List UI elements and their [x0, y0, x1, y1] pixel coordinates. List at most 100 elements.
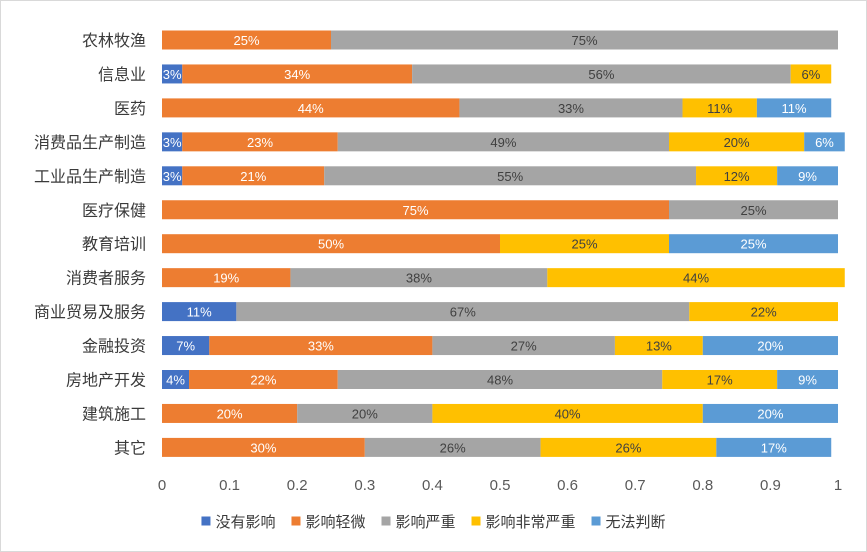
bar-segment — [337, 132, 669, 152]
bar-segment — [696, 166, 778, 186]
category-labels: 农林牧渔信息业医药消费品生产制造工业品生产制造医疗保健教育培训消费者服务商业贸易… — [34, 31, 146, 457]
data-label: 56% — [588, 67, 614, 82]
bar-segment — [162, 302, 237, 322]
data-label: 3% — [163, 135, 182, 150]
legend-label: 没有影响 — [215, 513, 275, 531]
data-label: 20% — [757, 406, 783, 421]
bar-segment — [162, 30, 331, 50]
bar-segment — [162, 166, 183, 186]
data-label: 20% — [757, 339, 783, 354]
bar-segment — [790, 64, 832, 84]
bar-segment — [540, 437, 717, 457]
data-label: 9% — [798, 169, 817, 184]
legend-item: 影响轻微 — [291, 513, 365, 531]
bar-segment — [162, 336, 210, 356]
data-label: 11% — [187, 305, 212, 320]
bar-segment — [162, 98, 460, 118]
bar-segment — [162, 370, 190, 389]
bar-segment — [182, 166, 325, 186]
data-label: 9% — [798, 373, 817, 388]
data-label: 25% — [571, 237, 597, 252]
data-label: 33% — [558, 101, 584, 116]
data-label: 12% — [724, 169, 750, 184]
x-tick-label: 0.4 — [422, 477, 443, 494]
category-label: 建筑施工 — [82, 404, 146, 423]
data-label: 20% — [352, 406, 378, 421]
bar-segment — [432, 336, 615, 356]
data-label: 67% — [450, 305, 476, 320]
bar-segment — [290, 268, 548, 288]
bar-segment — [669, 234, 838, 254]
legend-item: 没有影响 — [201, 513, 275, 531]
bar-segment — [236, 302, 690, 322]
category-label: 医药 — [114, 99, 146, 118]
category-label: 消费者服务 — [66, 269, 146, 288]
bar-segment — [182, 64, 413, 84]
legend-item: 影响非常严重 — [471, 513, 576, 531]
data-label: 30% — [250, 440, 276, 455]
bar-segment — [662, 370, 778, 389]
data-label: 11% — [707, 101, 732, 116]
bar-segment — [682, 98, 757, 118]
bar-segment — [162, 64, 183, 84]
legend-item: 无法判断 — [591, 513, 666, 531]
x-tick-label: 0.6 — [557, 477, 578, 494]
data-label: 50% — [318, 237, 344, 252]
bar-segment — [209, 336, 433, 356]
bar-segment — [500, 234, 669, 254]
data-label: 49% — [490, 135, 516, 150]
bar-segment — [756, 98, 832, 118]
bar-segment — [162, 200, 669, 220]
bar-segment — [689, 302, 838, 322]
data-label: 3% — [163, 169, 182, 184]
data-label: 6% — [802, 67, 821, 82]
bar-segment — [182, 132, 338, 152]
category-label: 商业贸易及服务 — [34, 303, 146, 322]
bar-marks: 25% 75% 3% 34% 56% 6% 44% 33% 11% 11% 3% 23% 49% 20% 6… — [162, 30, 845, 457]
data-label: 11% — [782, 101, 807, 116]
legend-label: 无法判断 — [606, 513, 666, 531]
x-tick-label: 0.5 — [490, 477, 511, 494]
data-label: 44% — [298, 101, 324, 116]
data-label: 34% — [284, 67, 310, 82]
legend-swatch — [471, 516, 481, 526]
data-label: 38% — [406, 271, 432, 286]
legend-item: 影响严重 — [381, 513, 456, 531]
bar-segment — [337, 370, 663, 389]
data-label: 44% — [683, 271, 709, 286]
data-label: 22% — [250, 373, 276, 388]
x-tick-label: 0.9 — [760, 477, 781, 494]
legend-swatch — [201, 516, 211, 526]
category-label: 教育培训 — [82, 235, 146, 254]
bar-segment — [716, 437, 832, 457]
data-label: 22% — [751, 305, 777, 320]
data-label: 25% — [233, 33, 259, 48]
legend-label: 影响轻微 — [305, 513, 365, 531]
data-label: 4% — [166, 373, 185, 388]
x-tick-label: 0.2 — [287, 477, 308, 494]
data-label: 23% — [247, 135, 273, 150]
data-label: 19% — [213, 271, 239, 286]
bar-segment — [614, 336, 703, 356]
data-label: 21% — [240, 169, 266, 184]
x-tick-label: 0.1 — [219, 477, 240, 494]
bar-segment — [162, 403, 298, 423]
bar-segment — [162, 132, 183, 152]
data-label: 7% — [176, 339, 195, 354]
legend-swatch — [381, 516, 391, 526]
x-tick-label: 1 — [834, 477, 842, 494]
data-label: 33% — [308, 339, 334, 354]
legend-label: 影响严重 — [395, 513, 455, 531]
bar-segment — [331, 30, 838, 50]
data-label: 25% — [740, 237, 766, 252]
category-label: 房地产开发 — [66, 371, 146, 390]
data-label: 6% — [815, 135, 834, 150]
bar-segment — [189, 370, 338, 389]
category-label: 医疗保健 — [82, 201, 146, 220]
data-label: 17% — [761, 440, 787, 455]
legend-swatch — [291, 516, 301, 526]
bar-segment — [804, 132, 845, 152]
bar-segment — [547, 268, 845, 288]
category-label: 信息业 — [98, 65, 146, 84]
bar-segment — [162, 268, 291, 288]
